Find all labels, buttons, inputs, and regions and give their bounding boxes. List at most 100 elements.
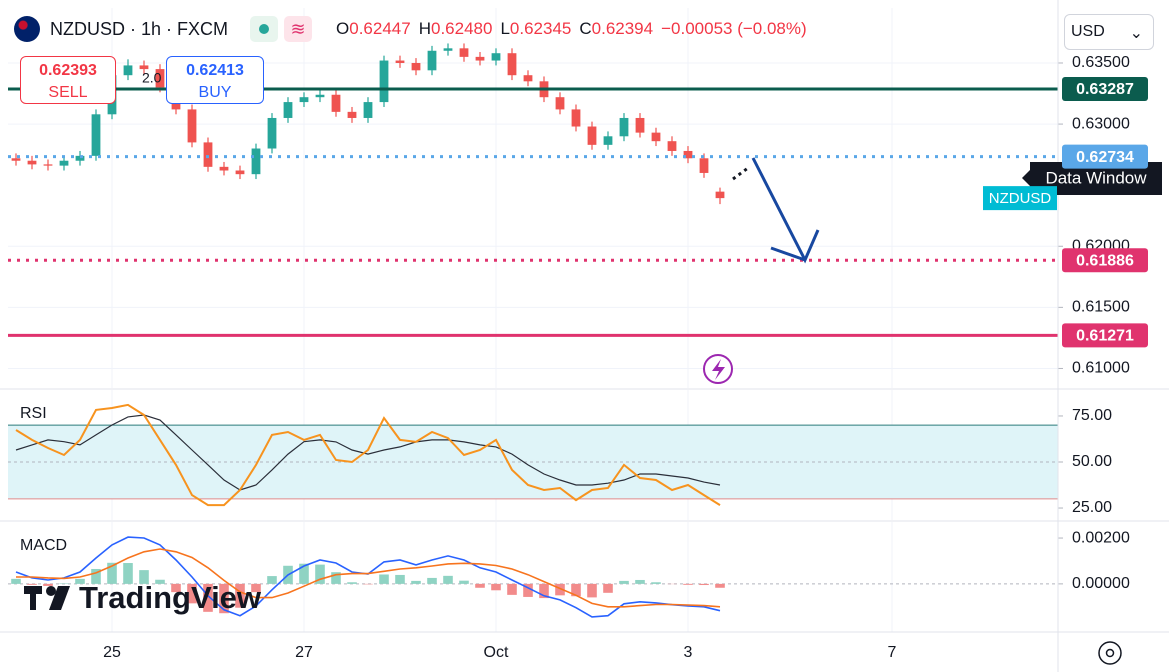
ohlc-value: 0.62394 — [591, 19, 654, 38]
candle-body — [315, 94, 325, 98]
event-icon-bolt — [712, 359, 725, 380]
top-layer: 2.0 Data Window 25 27 Oct 3 7 0.63287 0.62734 0… — [20, 70, 1162, 661]
candle-body — [203, 142, 213, 167]
candle-body — [219, 166, 229, 171]
candle-body — [459, 48, 469, 57]
histogram-bar — [539, 583, 549, 599]
ohlc-value: 0.62447 — [349, 19, 411, 38]
histogram-bar — [299, 563, 309, 584]
candle-body — [331, 94, 341, 112]
candle-body — [427, 50, 437, 71]
indicator-button[interactable]: ≋ — [284, 16, 313, 42]
candle-body — [11, 158, 21, 161]
ohlc-value: 0.62480 — [430, 19, 493, 38]
histogram-bar — [347, 582, 357, 584]
histogram-bar — [507, 583, 517, 595]
y-tick-label: 0.00000 — [1072, 575, 1130, 592]
candle-body — [363, 102, 373, 118]
histogram-bar — [107, 562, 117, 584]
price-line-label-box — [1062, 248, 1148, 273]
symbol-tag-box — [983, 186, 1057, 211]
candle-body — [507, 53, 517, 76]
logo-part — [30, 586, 36, 610]
candle-body — [91, 114, 101, 156]
price-line-label-box — [1062, 323, 1148, 348]
pane-title: MACD — [20, 537, 67, 554]
ohlc-label: O — [336, 19, 350, 38]
symbol-tag: NZDUSD — [989, 190, 1052, 207]
ohlc-label: H — [418, 19, 431, 38]
ohlc-value: 0.62345 — [509, 19, 572, 38]
y-tick-label: 0.00200 — [1072, 529, 1130, 546]
buy-button[interactable]: 0.62413 BUY — [166, 56, 264, 104]
histogram-bar — [395, 574, 405, 584]
candle-body — [715, 191, 725, 199]
price-line-label-box — [1062, 77, 1148, 102]
candle-body — [187, 109, 197, 143]
sell-button[interactable]: 0.62393 SELL — [20, 56, 116, 104]
settings-icon[interactable] — [1098, 641, 1122, 665]
histogram-bar — [619, 580, 629, 584]
candle-body — [43, 164, 53, 166]
candle-body — [699, 158, 709, 173]
histogram-bar — [171, 583, 181, 593]
macd-line — [16, 548, 721, 608]
y-tick-label: 0.63500 — [1072, 54, 1130, 71]
x-tick-label: Oct — [484, 644, 509, 661]
histogram-bar — [459, 580, 469, 584]
dropdown-caret: ⌄ — [1129, 25, 1143, 42]
histogram-bar — [603, 583, 613, 593]
ohlc: O0.62447 H0.62480 L0.62345 C0.62394 — [336, 19, 653, 39]
buy-label: BUY — [198, 84, 232, 101]
price-line-label: 0.61271 — [1076, 328, 1134, 345]
candle-body — [395, 60, 405, 63]
histogram-bar — [555, 583, 565, 596]
currency-select[interactable]: USD ⌄ — [1064, 14, 1154, 50]
candle-body — [75, 155, 85, 161]
histogram-bar — [315, 564, 325, 584]
status-button[interactable] — [250, 16, 279, 42]
candle-body — [651, 132, 661, 142]
histogram-bar — [235, 583, 245, 608]
y-tick-label: 0.63000 — [1072, 115, 1130, 132]
candle-body — [443, 48, 453, 51]
candle-body — [267, 117, 277, 149]
histogram-bar — [11, 578, 21, 584]
candle-body — [619, 117, 629, 137]
symbol-flag — [14, 16, 40, 42]
y-tick-label: 25.00 — [1072, 499, 1112, 516]
candle-body — [235, 170, 245, 175]
histogram-bar — [427, 577, 437, 584]
status-dot — [259, 24, 270, 34]
candle-body — [491, 53, 501, 61]
spread: 2.0 — [142, 70, 162, 86]
histogram-bar — [411, 580, 421, 584]
x-tick-label: 3 — [684, 644, 693, 661]
candle-body — [251, 148, 261, 175]
change: −0.00053 (−0.08%) — [661, 19, 807, 38]
histogram-bar — [203, 583, 213, 612]
candle-body — [587, 126, 597, 145]
ohlc-label: L — [500, 19, 510, 38]
y-tick-label: 0.61000 — [1072, 360, 1130, 377]
y-tick-label: 75.00 — [1072, 407, 1112, 424]
candle-body — [347, 111, 357, 118]
settings-icon-core — [1105, 648, 1115, 658]
candle-body — [139, 65, 149, 70]
histogram-bar — [27, 583, 37, 585]
y-tick-label: 50.00 — [1072, 453, 1112, 470]
rsi-line — [15, 403, 721, 507]
histogram-bar — [75, 578, 85, 584]
x-tick-label: 25 — [103, 644, 121, 661]
histogram-bar — [219, 583, 229, 614]
histogram-bar — [635, 579, 645, 584]
symbol[interactable]: NZDUSD · 1h · FXCM — [50, 18, 229, 39]
candle-body — [475, 56, 485, 61]
currency: USD — [1071, 23, 1105, 40]
histogram-bar — [491, 583, 501, 591]
logo-part — [46, 586, 56, 596]
histogram-bar — [523, 583, 533, 597]
histogram-bar — [475, 583, 485, 588]
ohlc-label: C — [579, 19, 592, 38]
